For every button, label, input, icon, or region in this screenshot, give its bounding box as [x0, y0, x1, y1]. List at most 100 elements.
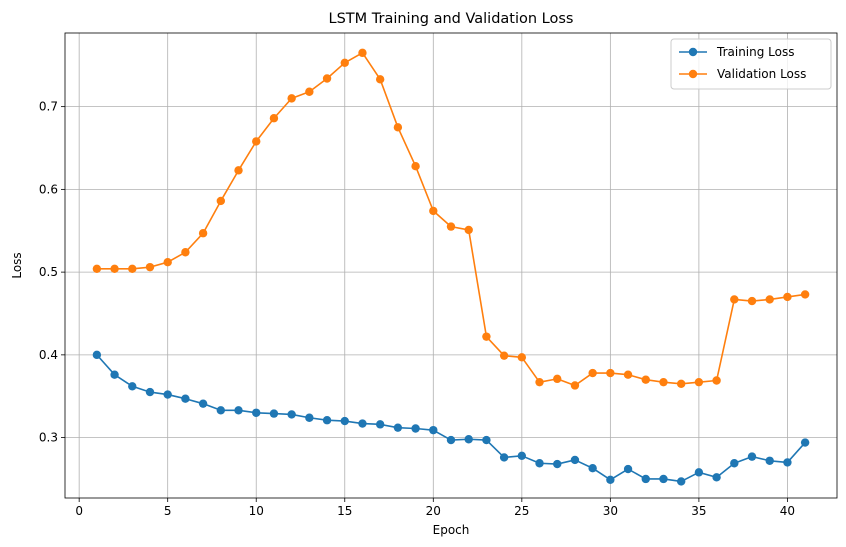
data-point [482, 435, 491, 445]
series-validation-loss [92, 48, 810, 390]
y-tick-label: 0.6 [39, 182, 58, 196]
data-point [747, 296, 757, 306]
data-point [92, 264, 102, 274]
data-point [393, 123, 403, 132]
data-point [641, 375, 650, 384]
legend-entry: Validation Loss [679, 67, 806, 81]
x-tick-label: 25 [514, 504, 529, 518]
data-point [110, 264, 119, 274]
data-point [553, 374, 562, 384]
data-point [375, 420, 385, 429]
data-point [623, 464, 633, 474]
data-point [694, 468, 704, 477]
data-point [446, 222, 456, 231]
data-point [375, 75, 385, 84]
data-point [783, 292, 792, 302]
data-point [358, 419, 367, 428]
data-point [641, 474, 650, 484]
y-axis-ticks: 0.3 0.4 0.5 0.6 0.7 [39, 100, 65, 445]
y-tick-label: 0.3 [39, 431, 58, 445]
data-point [800, 290, 810, 299]
data-point [145, 387, 155, 397]
legend-label: Validation Loss [717, 67, 806, 81]
data-point [234, 406, 243, 415]
data-point [570, 381, 580, 390]
data-point [216, 196, 226, 206]
x-tick-label: 40 [780, 504, 795, 518]
y-tick-label: 0.7 [39, 100, 58, 114]
legend: Training Loss Validation Loss [670, 38, 832, 90]
data-point [234, 166, 243, 175]
data-point [252, 408, 261, 417]
x-axis-label: Epoch [433, 523, 470, 537]
data-point [730, 295, 739, 304]
data-point [198, 229, 208, 238]
data-point [340, 58, 349, 67]
data-point [712, 473, 721, 482]
data-point [181, 394, 190, 403]
data-point [765, 456, 774, 465]
data-point [128, 264, 137, 274]
y-axis-label: Loss [10, 252, 24, 278]
data-point [464, 435, 473, 444]
data-point [659, 377, 668, 387]
legend-marker [688, 47, 698, 57]
series-layer [92, 48, 810, 486]
data-point [623, 370, 633, 379]
x-tick-label: 30 [603, 504, 618, 518]
x-tick-label: 35 [691, 504, 706, 518]
data-point [676, 477, 686, 486]
data-point [269, 409, 279, 418]
data-point [393, 423, 403, 432]
x-tick-label: 20 [426, 504, 441, 518]
data-point [358, 48, 367, 58]
data-point [659, 474, 668, 484]
data-point [535, 459, 544, 468]
data-point [747, 452, 757, 461]
data-point [429, 425, 438, 435]
data-point [783, 458, 792, 467]
data-point [287, 410, 296, 419]
data-point [128, 382, 137, 391]
data-point [517, 451, 527, 461]
data-point [305, 413, 314, 422]
data-point [676, 379, 686, 389]
data-point [411, 162, 420, 171]
data-point [340, 416, 349, 426]
data-point [694, 377, 704, 387]
data-point [553, 459, 562, 469]
plot-frame [64, 32, 838, 499]
data-point [800, 438, 810, 447]
data-point [588, 368, 597, 378]
data-point [110, 370, 119, 379]
data-point [163, 390, 172, 399]
data-point [198, 399, 208, 408]
legend-entry: Training Loss [679, 45, 794, 59]
data-point [446, 435, 456, 445]
data-point [269, 114, 279, 123]
data-point [517, 353, 527, 362]
data-point [606, 475, 615, 484]
data-point [181, 248, 190, 257]
data-point [92, 350, 102, 360]
legend-label: Training Loss [716, 45, 794, 59]
series-training-loss [92, 350, 810, 486]
data-point [588, 464, 597, 473]
data-point [765, 295, 774, 304]
data-point [252, 137, 261, 146]
data-point [287, 94, 296, 103]
legend-marker [688, 69, 698, 79]
y-tick-label: 0.4 [39, 348, 58, 362]
y-tick-label: 0.5 [39, 265, 58, 279]
x-tick-label: 0 [75, 504, 83, 518]
data-point [216, 406, 226, 415]
data-point [429, 206, 438, 216]
data-point [411, 424, 420, 433]
data-point [730, 459, 739, 468]
data-point [163, 257, 172, 267]
x-tick-label: 10 [249, 504, 264, 518]
legend-box [670, 38, 832, 90]
x-tick-label: 5 [164, 504, 172, 518]
